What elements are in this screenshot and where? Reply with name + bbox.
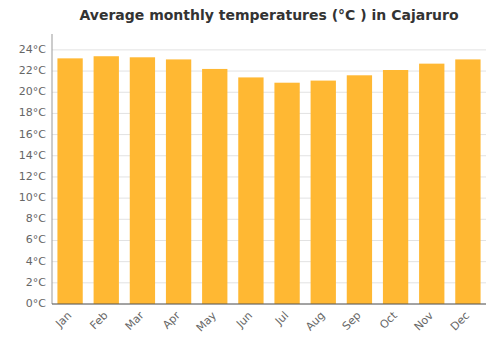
- x-tick-label: Oct: [377, 309, 400, 332]
- chart: 0°C 2°C 4°C 6°C 8°C 10°C 12°C 14°C 16°C 18°C 20°C 2…: [0, 0, 500, 350]
- x-tick-label: Aug: [303, 309, 327, 333]
- y-tick-label: 22°C: [19, 64, 46, 77]
- bar: [347, 75, 372, 304]
- y-tick-label: 10°C: [19, 191, 46, 204]
- bar: [202, 69, 227, 304]
- x-tick-label: Jun: [233, 309, 255, 331]
- bar: [94, 56, 119, 304]
- y-tick-label: 18°C: [19, 106, 46, 119]
- x-tick-label: May: [194, 309, 220, 335]
- title: Average monthly temperatures (°C ) in Ca…: [79, 7, 458, 23]
- x-tick-label: Sep: [340, 309, 364, 333]
- bar: [238, 77, 263, 304]
- x-tick-label: Apr: [160, 309, 183, 332]
- grid-line: [52, 49, 486, 50]
- bar: [311, 81, 336, 304]
- grid-line: [52, 304, 486, 305]
- grid: [52, 50, 486, 304]
- bar: [274, 83, 299, 304]
- y-tick-label: 2°C: [26, 276, 46, 289]
- y-tick-label: 16°C: [19, 128, 46, 141]
- y-tick-label: 24°C: [19, 43, 46, 56]
- bar: [130, 57, 155, 304]
- bar: [166, 59, 191, 304]
- y-tick-label: 0°C: [26, 297, 46, 310]
- bar: [383, 70, 408, 304]
- y-tick-label: 14°C: [19, 149, 46, 162]
- bars: [57, 56, 480, 304]
- y-axis-line: [52, 34, 53, 304]
- y-tick-label: 6°C: [26, 233, 46, 246]
- x-tick-label: Mar: [123, 309, 147, 333]
- y-tick-label: 20°C: [19, 85, 46, 98]
- y-tick-label: 12°C: [19, 170, 46, 183]
- bar: [57, 58, 82, 304]
- y-tick-label: 8°C: [26, 212, 46, 225]
- bar: [419, 64, 444, 304]
- x-tick-label: Feb: [88, 309, 111, 332]
- bar: [455, 59, 480, 304]
- x-tick-label: Nov: [412, 309, 437, 334]
- x-axis-line: [52, 304, 486, 305]
- x-tick-label: Jan: [52, 309, 74, 331]
- x-tick-label: Jul: [272, 309, 291, 328]
- x-tick-label: Dec: [448, 309, 472, 333]
- y-tick-label: 4°C: [26, 255, 46, 268]
